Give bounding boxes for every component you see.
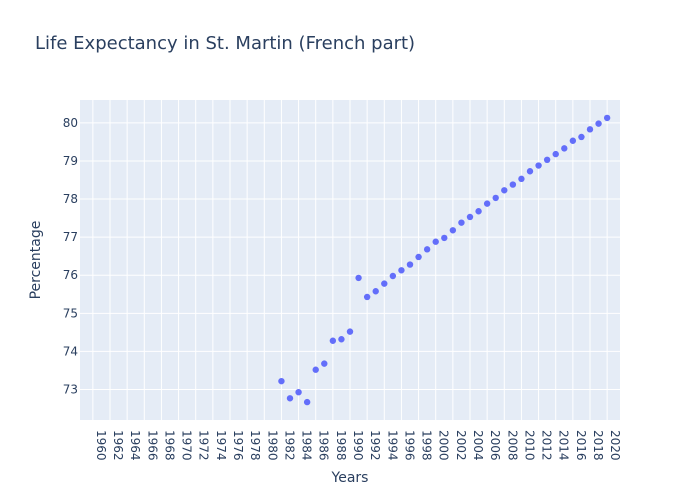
- data-point[interactable]: [415, 253, 422, 261]
- data-point[interactable]: [483, 200, 491, 207]
- y-tick-label: 76: [63, 268, 78, 282]
- data-point[interactable]: [389, 272, 397, 280]
- data-point[interactable]: [295, 388, 302, 396]
- x-tick-label: 1980: [265, 430, 279, 461]
- x-gridlines: [92, 100, 608, 420]
- x-tick-label: 1970: [180, 430, 194, 461]
- x-tick-label: 1998: [420, 430, 434, 461]
- y-tick-label: 75: [63, 306, 78, 320]
- x-tick-label: 1990: [351, 430, 365, 461]
- data-point[interactable]: [552, 150, 559, 158]
- data-point[interactable]: [561, 145, 568, 152]
- x-tick-label: 1976: [231, 430, 245, 461]
- data-point[interactable]: [578, 133, 585, 141]
- data-point[interactable]: [346, 328, 354, 335]
- data-point[interactable]: [466, 213, 474, 221]
- data-point[interactable]: [509, 181, 517, 188]
- x-tick-label: 2020: [608, 430, 622, 461]
- x-tick-label: 1960: [94, 430, 108, 461]
- data-point[interactable]: [312, 366, 319, 373]
- chart-title: Life Expectancy in St. Martin (French pa…: [35, 33, 416, 54]
- data-point[interactable]: [603, 114, 611, 122]
- data-point[interactable]: [406, 261, 414, 268]
- data-point[interactable]: [449, 227, 457, 234]
- data-point[interactable]: [303, 398, 311, 406]
- y-tick-label: 79: [63, 154, 78, 168]
- x-tick-label: 2010: [522, 430, 536, 461]
- data-point[interactable]: [501, 187, 508, 194]
- y-tick-label: 78: [63, 192, 78, 206]
- x-tick-label: 2012: [540, 430, 554, 461]
- x-axis-ticks: 1960 1962 1964 1966 1968 1970 1972 1974 1976 1978…: [94, 430, 622, 461]
- data-point[interactable]: [355, 274, 362, 282]
- x-tick-label: 1964: [128, 430, 142, 461]
- x-tick-label: 2006: [488, 430, 502, 461]
- data-point[interactable]: [586, 126, 594, 133]
- data-point[interactable]: [363, 293, 371, 301]
- data-point[interactable]: [381, 280, 388, 287]
- data-point[interactable]: [372, 288, 379, 295]
- y-tick-label: 80: [63, 116, 78, 130]
- x-tick-label: 2014: [557, 430, 571, 461]
- data-point[interactable]: [321, 360, 328, 367]
- x-tick-label: 2002: [454, 430, 468, 461]
- x-tick-label: 1978: [248, 430, 262, 461]
- x-tick-label: 1988: [334, 430, 348, 461]
- data-point[interactable]: [329, 337, 337, 344]
- x-tick-label: 2000: [437, 430, 451, 461]
- x-tick-label: 1996: [402, 430, 416, 461]
- x-tick-label: 1992: [368, 430, 382, 461]
- x-tick-label: 1962: [111, 430, 125, 461]
- y-axis-title: Percentage: [28, 221, 44, 300]
- x-tick-label: 1984: [300, 430, 314, 461]
- data-points[interactable]: [278, 114, 611, 406]
- data-point[interactable]: [492, 194, 499, 202]
- data-point[interactable]: [286, 395, 294, 402]
- x-tick-label: 1974: [214, 430, 228, 461]
- x-tick-label: 1986: [317, 430, 331, 461]
- x-axis-title: Years: [331, 470, 369, 486]
- x-tick-label: 1982: [282, 430, 296, 461]
- y-axis-ticks: 73 74 75 76 77 78 79 80: [63, 116, 78, 397]
- x-tick-label: 2008: [505, 430, 519, 461]
- y-tick-label: 77: [63, 230, 78, 244]
- x-tick-label: 1966: [145, 430, 159, 461]
- data-point[interactable]: [278, 377, 285, 385]
- data-point[interactable]: [569, 137, 577, 144]
- x-tick-label: 2018: [591, 430, 605, 461]
- data-point[interactable]: [543, 156, 551, 164]
- data-point[interactable]: [526, 168, 534, 175]
- data-point[interactable]: [338, 336, 345, 343]
- data-point[interactable]: [518, 175, 525, 183]
- x-tick-label: 2016: [574, 430, 588, 461]
- x-tick-label: 1968: [162, 430, 176, 461]
- data-point[interactable]: [458, 219, 465, 226]
- x-tick-label: 2004: [471, 430, 485, 461]
- y-tick-label: 74: [63, 344, 78, 358]
- x-tick-label: 1994: [385, 430, 399, 461]
- data-point[interactable]: [595, 120, 602, 127]
- data-point[interactable]: [535, 162, 542, 169]
- data-point[interactable]: [398, 267, 405, 274]
- x-tick-label: 1972: [197, 430, 211, 461]
- data-point[interactable]: [475, 208, 482, 215]
- y-tick-label: 73: [63, 383, 78, 397]
- data-point[interactable]: [423, 246, 431, 253]
- data-point[interactable]: [432, 238, 439, 245]
- data-point[interactable]: [441, 234, 448, 242]
